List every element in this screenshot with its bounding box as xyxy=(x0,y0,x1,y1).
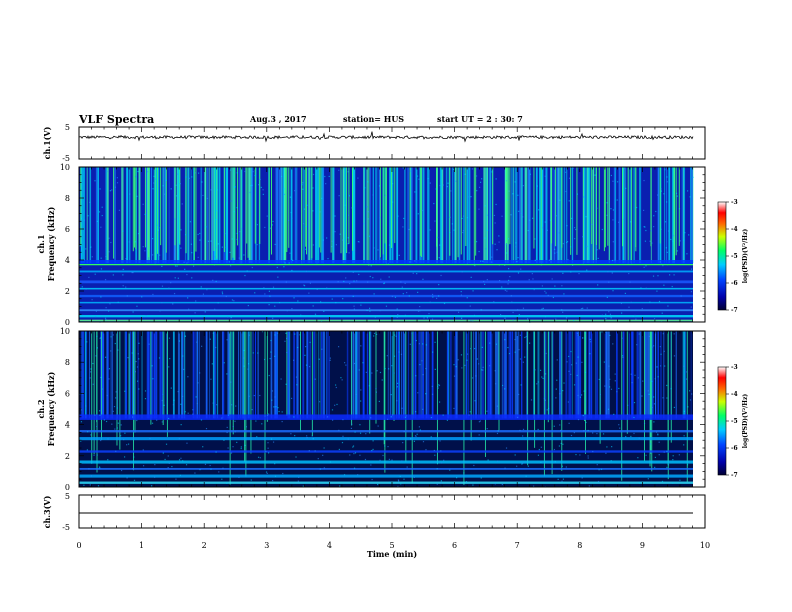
colorbar-tick-label: -7 xyxy=(731,307,738,314)
frequency-tick-label: 8 xyxy=(65,194,70,203)
panel-ch1-waveform-frame xyxy=(78,126,706,160)
colorbar-tick-label: -7 xyxy=(731,472,738,479)
time-tick-label: 8 xyxy=(577,541,582,550)
time-tick-label: 3 xyxy=(264,541,269,550)
ch1-spectrogram-ytick-labels: 0 2 4 6 8 10 xyxy=(60,163,70,327)
ch1-colorbar xyxy=(717,201,727,311)
colorbar-tick-label: -3 xyxy=(731,364,738,371)
ch3-waveform-ylabel: ch.3(V) xyxy=(42,495,52,528)
time-tick-label: 2 xyxy=(202,541,207,550)
ch1-waveform-ytick-top: 5 xyxy=(65,123,70,132)
colorbar-tick-label: -4 xyxy=(731,391,738,398)
colorbar-tick-label: -3 xyxy=(731,199,738,206)
ch1-waveform-line xyxy=(78,131,694,143)
figure-title: VLF Spectra xyxy=(78,113,154,126)
time-tick-label: 9 xyxy=(640,541,645,550)
time-tick-label: 1 xyxy=(139,541,144,550)
ch2-spectrogram-ylabel-channel: ch.2 xyxy=(36,399,46,418)
time-tick-label: 5 xyxy=(389,541,394,550)
panel-ch3-waveform-ticks xyxy=(78,495,706,528)
frequency-tick-label: 8 xyxy=(65,358,70,367)
ch1-waveform-ytick-bottom: -5 xyxy=(62,154,70,163)
header-station: station= HUS xyxy=(343,114,404,124)
ch1-waveform-ylabel: ch.1(V) xyxy=(42,126,52,159)
ch1-spectrogram-ylabel-channel: ch.1 xyxy=(36,234,46,253)
ch2-spectrogram-ylabel-frequency: Frequency (kHz) xyxy=(46,371,56,446)
colorbar-tick-label: -4 xyxy=(731,226,738,233)
panel-ch1-waveform: 5 -5 ch.1(V) xyxy=(42,123,706,163)
colorbar-tick-label: -5 xyxy=(731,418,738,425)
frequency-tick-label: 0 xyxy=(65,483,70,492)
frequency-tick-label: 10 xyxy=(60,163,70,172)
time-tick-label: 6 xyxy=(452,541,457,550)
header-start-time: start UT = 2 : 30: 7 xyxy=(437,114,523,124)
ch2-colorbar xyxy=(717,366,727,476)
frequency-tick-label: 4 xyxy=(65,421,70,430)
time-tick-label: 4 xyxy=(327,541,332,550)
colorbar-tick-label: -6 xyxy=(731,445,738,452)
time-tick-label: 0 xyxy=(76,541,81,550)
ch2-colorbar-ticks: -3 -4 -5 -6 -7 xyxy=(726,364,738,479)
panel-ch2-spectrogram-ticks xyxy=(78,330,706,488)
ch1-colorbar-label: log(PSD)(V²/Hz) xyxy=(742,229,749,284)
frequency-tick-label: 2 xyxy=(65,452,70,461)
panel-ch1-waveform-ticks xyxy=(78,127,706,159)
panel-ch3-waveform-frame xyxy=(78,494,706,529)
ch1-spectrogram-image xyxy=(79,167,705,323)
ch3-waveform-ytick-top: 5 xyxy=(65,492,70,501)
time-xlabel: Time (min) xyxy=(367,549,417,559)
time-xtick-labels: 0 1 2 3 4 5 6 7 8 9 10 xyxy=(76,541,710,550)
ch2-spectrogram-ytick-labels: 0 2 4 6 8 10 xyxy=(60,327,70,492)
header-date: Aug.3 , 2017 xyxy=(249,114,307,124)
ch1-spectrogram-ylabel-frequency: Frequency (kHz) xyxy=(46,206,56,281)
frequency-tick-label: 6 xyxy=(65,225,70,234)
ch2-colorbar-label: log(PSD)(V²/Hz) xyxy=(742,394,749,449)
colorbar-tick-label: -5 xyxy=(731,253,738,260)
time-tick-label: 7 xyxy=(515,541,520,550)
frequency-tick-label: 6 xyxy=(65,389,70,398)
frequency-tick-label: 0 xyxy=(65,318,70,327)
ch1-colorbar-ticks: -3 -4 -5 -6 -7 xyxy=(726,199,738,314)
colorbar-tick-label: -6 xyxy=(731,280,738,287)
panel-ch1-spectrogram-ticks xyxy=(78,166,706,323)
frequency-tick-label: 2 xyxy=(65,287,70,296)
ch3-waveform-ytick-bottom: -5 xyxy=(62,523,70,532)
frequency-tick-label: 10 xyxy=(60,327,70,336)
frequency-tick-label: 4 xyxy=(65,256,70,265)
time-tick-label: 10 xyxy=(700,541,710,550)
panel-ch3-waveform: 5 -5 ch.3(V) 0 1 2 3 4 5 6 7 8 9 10 Time (min) xyxy=(42,492,710,559)
ch2-spectrogram-image xyxy=(79,331,705,488)
